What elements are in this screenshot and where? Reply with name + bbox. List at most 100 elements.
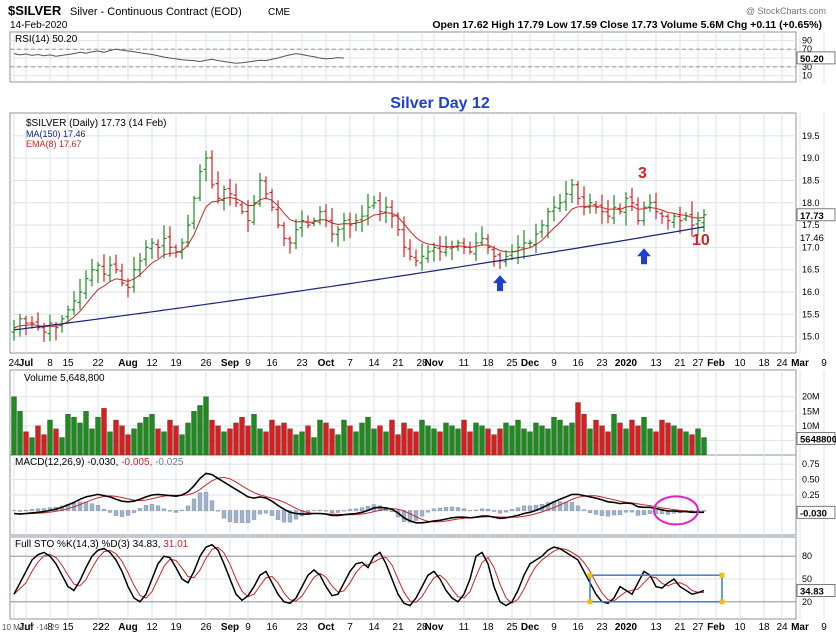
sto-d-line [13, 546, 705, 604]
x-axis-label: 11 [459, 358, 470, 369]
volume-bar [41, 434, 47, 456]
volume-bar [545, 428, 551, 456]
sto-tick-label: 50 [802, 574, 812, 584]
macd-histogram-bar [251, 510, 257, 520]
volume-bar [485, 428, 491, 456]
volume-bar [653, 431, 659, 456]
volume-bar [443, 422, 449, 456]
volume-bar [341, 419, 347, 456]
rsi-tick-label: 90 [802, 35, 812, 45]
volume-bar [125, 434, 131, 456]
volume-bar [503, 422, 509, 456]
x-axis-label: Feb [707, 358, 725, 369]
volume-bar [389, 419, 395, 456]
volume-bar [587, 428, 593, 456]
macd-histogram-bar [245, 510, 251, 523]
highlight-box [589, 574, 723, 603]
count-annotation: 10 [692, 232, 710, 249]
macd-histogram-bar [143, 505, 149, 512]
volume-bar [29, 437, 35, 456]
macd-histogram-bar [329, 510, 335, 514]
macd-histogram-bar [131, 510, 137, 513]
volume-bar [281, 422, 287, 456]
macd-histogram-bar [191, 498, 197, 512]
macd-histogram-bar [443, 507, 449, 512]
volume-bar [509, 425, 515, 456]
volume-bar [551, 416, 557, 456]
volume-bar [449, 425, 455, 456]
x-axis-label-bottom: 27 [692, 622, 704, 632]
volume-bar [185, 422, 191, 456]
volume-bar [359, 422, 365, 456]
macd-histogram-bar [407, 510, 413, 523]
volume-bar [239, 416, 245, 456]
macd-histogram-bar [527, 505, 533, 512]
x-axis-label-bottom: 9 [821, 622, 827, 632]
x-axis-label-bottom: 21 [674, 622, 686, 632]
price-tick-label: 16.0 [802, 287, 820, 297]
macd-histogram-bar [269, 510, 275, 516]
volume-bar [323, 422, 329, 456]
x-axis-label-bottom: Feb [707, 622, 725, 632]
macd-histogram-bar [629, 510, 635, 513]
macd-histogram-bar [29, 509, 35, 512]
macd-histogram-bar [599, 510, 605, 516]
macd-histogram-bar [293, 510, 299, 520]
volume-bar [515, 419, 521, 456]
up-arrow-icon [493, 275, 507, 292]
volume-bar [269, 419, 275, 456]
last-close-tag-box [796, 208, 836, 222]
volume-bar [377, 425, 383, 456]
volume-bar [479, 425, 485, 456]
x-axis-label-bottom: 16 [572, 622, 584, 632]
macd-histogram-bar [323, 510, 329, 512]
macd-histogram-bar [311, 510, 317, 512]
ma150-value-tag: 17.46 [800, 233, 824, 244]
macd-histogram-bar [167, 510, 173, 512]
macd-histogram-bar [281, 510, 287, 523]
rsi-tick-label: 30 [802, 62, 812, 72]
rsi-legend: RSI(14) 50.20 [15, 34, 78, 45]
sto-legend-a: Full STO %K(14,3) %D(3) 34.83, [15, 539, 160, 550]
volume-bar [629, 419, 635, 456]
x-axis-label-bottom: 25 [506, 622, 518, 632]
x-axis-label-bottom: 26 [200, 622, 212, 632]
price-tick-label: 19.0 [802, 153, 820, 163]
macd-histogram-bar [491, 510, 497, 512]
bottom-axis-first: 22 [98, 622, 110, 632]
volume-legend: Volume 5,648,800 [24, 373, 105, 384]
x-axis-label-bottom: 15 [62, 622, 74, 632]
x-axis-label-bottom: 18 [482, 622, 494, 632]
macd-histogram-bar [35, 508, 41, 512]
sto-k-line [13, 543, 705, 607]
macd-histogram-bar [347, 509, 353, 512]
x-axis-label: 8 [47, 358, 53, 369]
volume-bar [353, 431, 359, 456]
macd-histogram-bar [185, 505, 191, 512]
x-axis-label: 13 [650, 358, 662, 369]
bottom-axis-prefix: 10 Mar Y -14 29 [2, 623, 60, 632]
macd-histogram-bar [263, 510, 269, 514]
volume-bar [17, 411, 23, 456]
x-axis-label: 18 [482, 358, 494, 369]
sto-value-tag-box [796, 584, 836, 597]
highlight-box-handle [587, 572, 593, 578]
volume-bar [683, 431, 689, 456]
macd-histogram-bar [113, 510, 119, 516]
volume-bar [659, 419, 665, 456]
macd-histogram-bar [179, 509, 185, 512]
x-axis-label: 15 [62, 358, 74, 369]
macd-histogram-bar [17, 510, 23, 512]
macd-histogram-bar [23, 509, 29, 512]
macd-histogram-bar [227, 510, 233, 523]
x-axis-label: 14 [368, 358, 380, 369]
x-axis-label: 9 [245, 358, 251, 369]
macd-histogram-bar [617, 510, 623, 516]
x-axis-label: 16 [572, 358, 584, 369]
x-axis-label: 25 [506, 358, 518, 369]
ema8-legend: EMA(8) 17.67 [26, 139, 82, 149]
macd-value-tag-box [796, 505, 836, 519]
x-axis-label-bottom: 11 [459, 622, 470, 632]
volume-bar [533, 422, 539, 456]
volume-bar [689, 434, 695, 456]
